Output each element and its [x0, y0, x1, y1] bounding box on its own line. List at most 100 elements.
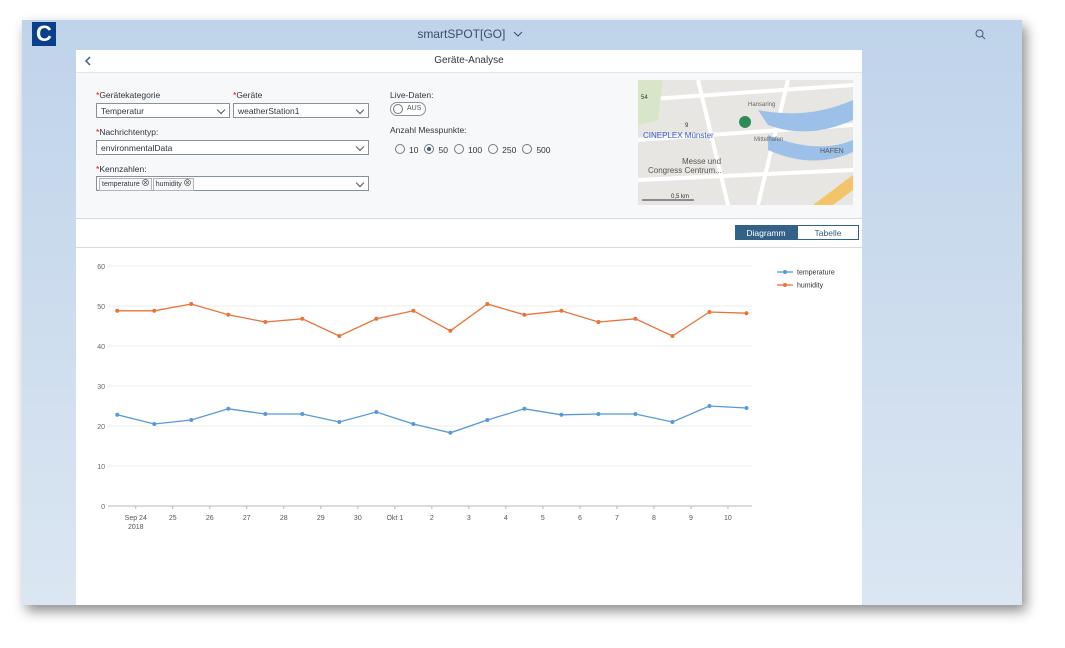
radio-label: 50	[438, 145, 448, 155]
x-tick-label: 28	[280, 515, 288, 522]
token[interactable]: humidity	[152, 178, 194, 191]
toggle-diagram[interactable]: Diagramm	[735, 225, 797, 240]
point	[337, 420, 342, 424]
token-text: humidity	[155, 181, 182, 188]
point	[189, 302, 194, 306]
x-tick-label: Okt 1	[386, 515, 403, 522]
point	[670, 420, 675, 424]
select-value: environmentalData	[101, 143, 173, 153]
switch[interactable]: AUS	[390, 102, 426, 116]
radio-option[interactable]: 10	[395, 140, 424, 157]
radio-option[interactable]: 50	[424, 140, 453, 157]
point	[559, 308, 564, 313]
map[interactable]: Hansaring CINEPLEX Münster Mittelhafen M…	[638, 80, 853, 205]
field-label: *Gerätekategorie	[96, 90, 160, 100]
point	[744, 406, 749, 410]
point	[189, 418, 194, 422]
radio-label: 100	[467, 145, 483, 155]
series-line	[117, 405, 747, 434]
toggle-table[interactable]: Tabelle	[797, 225, 859, 240]
point	[300, 316, 305, 321]
radio-label: 250	[502, 145, 517, 155]
radio[interactable]	[453, 143, 464, 154]
x-tick-label: 8	[652, 515, 656, 522]
radio[interactable]	[424, 143, 435, 154]
required: *	[96, 90, 100, 100]
point	[152, 308, 157, 313]
token-remove[interactable]	[183, 179, 191, 186]
x-tick-label: 3	[467, 515, 471, 522]
radio-label: 500	[536, 145, 551, 155]
required: *	[96, 164, 100, 174]
x-tick-label: Sep 24	[125, 515, 147, 522]
token[interactable]: temperature	[99, 178, 152, 191]
point	[522, 406, 527, 411]
app-title[interactable]: smartSPOT[GO]	[400, 27, 540, 41]
multi-select[interactable]: temperature humidity	[96, 176, 369, 191]
point	[596, 412, 601, 416]
select[interactable]: Temperatur	[96, 103, 230, 118]
x-tick-label: 27	[243, 515, 251, 522]
point	[707, 310, 712, 314]
point	[448, 430, 453, 435]
point	[411, 308, 416, 313]
radio-group: 10 50 100 250 500	[395, 140, 557, 158]
y-tick-label: 30	[97, 384, 105, 391]
field-label: Live-Daten:	[390, 90, 434, 100]
app-title-text[interactable]: smartSPOT[GO]	[417, 27, 506, 41]
panel-header	[76, 50, 862, 73]
token-remove[interactable]	[141, 179, 149, 186]
y-tick-label: 10	[97, 464, 105, 471]
switch-knob	[393, 104, 403, 114]
point	[670, 334, 675, 338]
x-tick-label: 10	[724, 515, 732, 522]
y-tick-label: 60	[97, 264, 105, 271]
map-label: CINEPLEX Münster	[643, 131, 714, 140]
x-year-label: 2018	[128, 524, 144, 531]
y-tick-label: 50	[97, 304, 105, 311]
map-label: 0,5 km	[671, 194, 689, 200]
x-tick-label: 2	[430, 515, 434, 522]
label-text: Geräte	[236, 90, 263, 100]
select-value: weatherStation1	[238, 106, 300, 116]
radio-option[interactable]: 250	[488, 140, 522, 157]
point	[300, 412, 305, 416]
token-text: temperature	[102, 181, 140, 188]
radio[interactable]	[488, 143, 499, 154]
radio[interactable]	[522, 143, 533, 154]
point	[115, 412, 120, 417]
series-line	[117, 303, 747, 337]
legend-marker	[783, 283, 787, 287]
point	[522, 312, 527, 317]
logo[interactable]: C	[32, 22, 56, 46]
map-label: Mittelhafen	[754, 137, 783, 143]
select[interactable]: weatherStation1	[233, 103, 369, 118]
radio-option[interactable]: 100	[453, 140, 488, 157]
legend-label: temperature	[797, 270, 835, 277]
point	[485, 418, 490, 422]
map-label: Hansaring	[748, 102, 775, 108]
map-label: Messe und	[682, 157, 721, 166]
x-tick-label: 25	[169, 515, 177, 522]
back-button[interactable]	[84, 56, 94, 66]
field-label: *Kennzahlen:	[96, 164, 147, 174]
label-text: Kennzahlen:	[99, 164, 147, 174]
x-tick-label: 6	[578, 515, 582, 522]
radio[interactable]	[395, 143, 405, 154]
point	[374, 316, 379, 321]
point	[337, 334, 342, 338]
search-icon[interactable]	[975, 29, 987, 41]
select[interactable]: environmentalData	[96, 140, 369, 155]
required: *	[233, 90, 237, 100]
legend-marker	[783, 270, 787, 274]
radio-option[interactable]: 500	[522, 140, 556, 157]
select-value: Temperatur	[101, 106, 144, 116]
panel-title: Geräte-Analyse	[434, 55, 504, 66]
point	[633, 412, 638, 416]
point	[411, 422, 416, 426]
point	[374, 410, 379, 414]
label-text: Nachrichtentyp:	[99, 127, 159, 137]
x-tick-label: 29	[317, 515, 325, 522]
